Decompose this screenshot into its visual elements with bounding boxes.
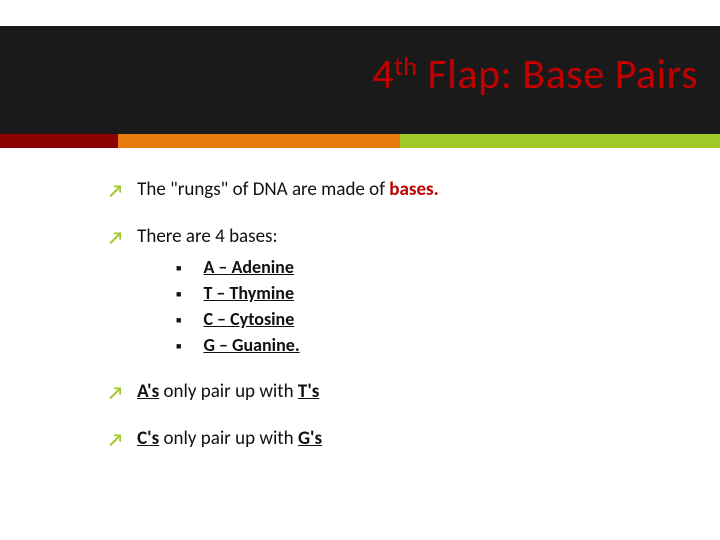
base-c: C – Cytosine bbox=[203, 308, 294, 330]
square-icon: ■ bbox=[176, 289, 181, 300]
title-prefix: 4 bbox=[372, 49, 394, 100]
bullet-3-text: A's only pair up with T's bbox=[137, 380, 319, 403]
slide-title: 4th Flap: Base Pairs bbox=[372, 48, 698, 100]
bullet-1: ↗ The "rungs" of DNA are made of bases. bbox=[108, 178, 668, 201]
line1-a: The "rungs" of DNA are made of bbox=[137, 178, 389, 201]
stripe-red bbox=[0, 134, 118, 148]
square-icon: ■ bbox=[176, 315, 181, 326]
list-item: ■ A – Adenine bbox=[176, 256, 668, 278]
line4-c: G's bbox=[298, 427, 322, 450]
arrow-icon: ↗ bbox=[108, 382, 123, 404]
arrow-icon: ↗ bbox=[108, 227, 123, 249]
square-icon: ■ bbox=[176, 263, 181, 274]
bullet-4: ↗ C's only pair up with G's bbox=[108, 427, 668, 450]
bullet-3: ↗ A's only pair up with T's bbox=[108, 380, 668, 403]
line3-a: A's bbox=[137, 380, 159, 403]
arrow-icon: ↗ bbox=[108, 429, 123, 451]
base-t: T – Thymine bbox=[203, 282, 294, 304]
line1-b: bases. bbox=[389, 178, 438, 201]
bullet-2-text: There are 4 bases: bbox=[137, 225, 277, 248]
title-sup: th bbox=[394, 50, 417, 82]
line3-b: only pair up with bbox=[159, 380, 298, 403]
base-g: G – Guanine. bbox=[203, 334, 299, 356]
line4-b: only pair up with bbox=[159, 427, 298, 450]
base-a: A – Adenine bbox=[203, 256, 293, 278]
line3-c: T's bbox=[298, 380, 319, 403]
list-item: ■ C – Cytosine bbox=[176, 308, 668, 330]
square-icon: ■ bbox=[176, 341, 181, 352]
title-rest: Flap: Base Pairs bbox=[417, 49, 698, 100]
bases-list: ■ A – Adenine ■ T – Thymine ■ C – Cytosi… bbox=[176, 256, 668, 356]
line4-a: C's bbox=[137, 427, 159, 450]
stripe-orange bbox=[118, 134, 400, 148]
bullet-1-text: The "rungs" of DNA are made of bases. bbox=[137, 178, 439, 201]
stripe-green bbox=[400, 134, 720, 148]
list-item: ■ T – Thymine bbox=[176, 282, 668, 304]
list-item: ■ G – Guanine. bbox=[176, 334, 668, 356]
bullet-2: ↗ There are 4 bases: bbox=[108, 225, 668, 248]
content-area: ↗ The "rungs" of DNA are made of bases. … bbox=[108, 178, 668, 474]
bullet-4-text: C's only pair up with G's bbox=[137, 427, 322, 450]
arrow-icon: ↗ bbox=[108, 180, 123, 202]
